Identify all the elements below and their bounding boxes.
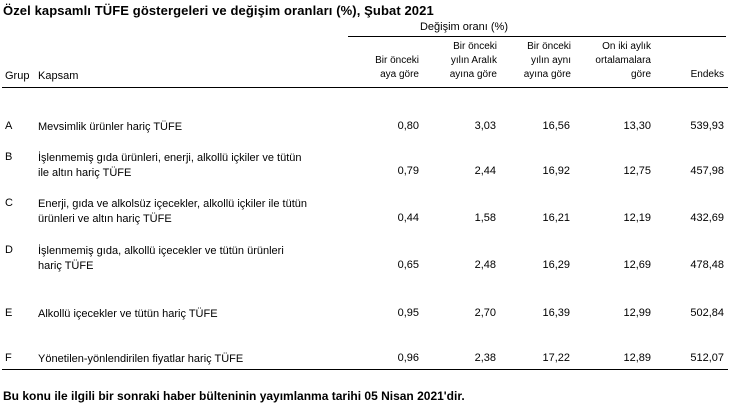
row-scope-line: ile altın hariç TÜFE xyxy=(38,167,132,179)
value-december: 2,48 xyxy=(474,259,496,271)
row-scope-line: İşlenmemiş gıda, alkollü içecekler ve tü… xyxy=(38,245,284,257)
column-header-line: Bir önceki xyxy=(453,41,497,52)
value-index: 512,07 xyxy=(690,352,724,364)
column-header-line: yılın Aralık xyxy=(450,55,497,66)
row-scope-label: Yönetilen-yönlendirilen fiyatlar hariç T… xyxy=(38,352,358,367)
page-title: Özel kapsamlı TÜFE göstergeleri ve değiş… xyxy=(3,3,434,18)
row-scope-label: Mevsimlik ürünler hariç TÜFE xyxy=(38,120,358,135)
value-monthly: 0,95 xyxy=(397,307,419,319)
value-12-month-average: 13,30 xyxy=(623,120,651,132)
column-header-line: göre xyxy=(630,69,651,80)
value-12-month-average: 12,19 xyxy=(623,212,651,224)
column-header-line: ayına göre xyxy=(523,69,571,80)
column-header-december: Bir önceki yılın Aralık ayına göre xyxy=(425,40,497,82)
value-annual: 16,21 xyxy=(542,212,570,224)
column-header-line: On iki aylık xyxy=(602,41,651,52)
column-header-group: Grup xyxy=(5,70,30,82)
value-annual: 16,92 xyxy=(542,165,570,177)
group-header-divider xyxy=(348,36,726,37)
value-index: 502,84 xyxy=(690,307,724,319)
value-annual: 17,22 xyxy=(542,352,570,364)
value-december: 2,44 xyxy=(474,165,496,177)
row-scope-line: Enerji, gıda ve alkolsüz içecekler, alko… xyxy=(38,198,308,210)
row-group-code: E xyxy=(5,307,13,319)
row-scope-label: İşlenmemiş gıda ürünleri, enerji, alkoll… xyxy=(38,151,358,181)
value-december: 2,70 xyxy=(474,307,496,319)
column-header-line: ortalamalara xyxy=(595,55,651,66)
value-12-month-average: 12,99 xyxy=(623,307,651,319)
column-header-index: Endeks xyxy=(690,69,724,80)
value-monthly: 0,79 xyxy=(397,165,419,177)
row-group-code: A xyxy=(5,120,13,132)
value-12-month-average: 12,75 xyxy=(623,165,651,177)
value-12-month-average: 12,89 xyxy=(623,352,651,364)
table-bottom-divider xyxy=(2,369,728,370)
value-monthly: 0,80 xyxy=(397,120,419,132)
row-scope-line: İşlenmemiş gıda ürünleri, enerji, alkoll… xyxy=(38,152,302,164)
header-divider xyxy=(2,87,728,88)
row-scope-line: ürünleri ve altın hariç TÜFE xyxy=(38,213,172,225)
footer-note: Bu konu ile ilgili bir sonraki haber bül… xyxy=(3,389,465,403)
row-scope-line: Yönetilen-yönlendirilen fiyatlar hariç T… xyxy=(38,353,244,365)
row-scope-label: İşlenmemiş gıda, alkollü içecekler ve tü… xyxy=(38,244,358,274)
row-group-code: C xyxy=(5,197,13,209)
value-index: 457,98 xyxy=(690,165,724,177)
row-scope-label: Enerji, gıda ve alkolsüz içecekler, alko… xyxy=(38,197,358,227)
change-rate-group-header: Değişim oranı (%) xyxy=(419,21,509,33)
row-group-code: D xyxy=(5,244,13,256)
value-december: 1,58 xyxy=(474,212,496,224)
column-header-line: Bir önceki xyxy=(375,55,419,66)
value-annual: 16,29 xyxy=(542,259,570,271)
row-scope-label: Alkollü içecekler ve tütün hariç TÜFE xyxy=(38,307,358,322)
value-monthly: 0,65 xyxy=(397,259,419,271)
value-index: 539,93 xyxy=(690,120,724,132)
column-header-scope: Kapsam xyxy=(38,70,79,82)
column-header-monthly: Bir önceki aya göre xyxy=(357,54,419,82)
value-december: 3,03 xyxy=(474,120,496,132)
row-scope-line: Mevsimlik ürünler hariç TÜFE xyxy=(38,121,183,133)
column-header-line: ayına göre xyxy=(449,69,497,80)
row-scope-line: hariç TÜFE xyxy=(38,260,94,272)
value-index: 432,69 xyxy=(690,212,724,224)
value-12-month-average: 12,69 xyxy=(623,259,651,271)
value-monthly: 0,96 xyxy=(397,352,419,364)
value-monthly: 0,44 xyxy=(397,212,419,224)
row-group-code: F xyxy=(5,352,12,364)
column-header-line: Bir önceki xyxy=(527,41,571,52)
column-header-12-month-average: On iki aylık ortalamalara göre xyxy=(578,40,651,82)
value-annual: 16,56 xyxy=(542,120,570,132)
column-header-annual: Bir önceki yılın aynı ayına göre xyxy=(503,40,571,82)
column-header-line: aya göre xyxy=(380,69,419,80)
row-group-code: B xyxy=(5,151,13,163)
row-scope-line: Alkollü içecekler ve tütün hariç TÜFE xyxy=(38,308,218,320)
value-index: 478,48 xyxy=(690,259,724,271)
value-december: 2,38 xyxy=(474,352,496,364)
value-annual: 16,39 xyxy=(542,307,570,319)
column-header-line: yılın aynı xyxy=(530,55,571,66)
